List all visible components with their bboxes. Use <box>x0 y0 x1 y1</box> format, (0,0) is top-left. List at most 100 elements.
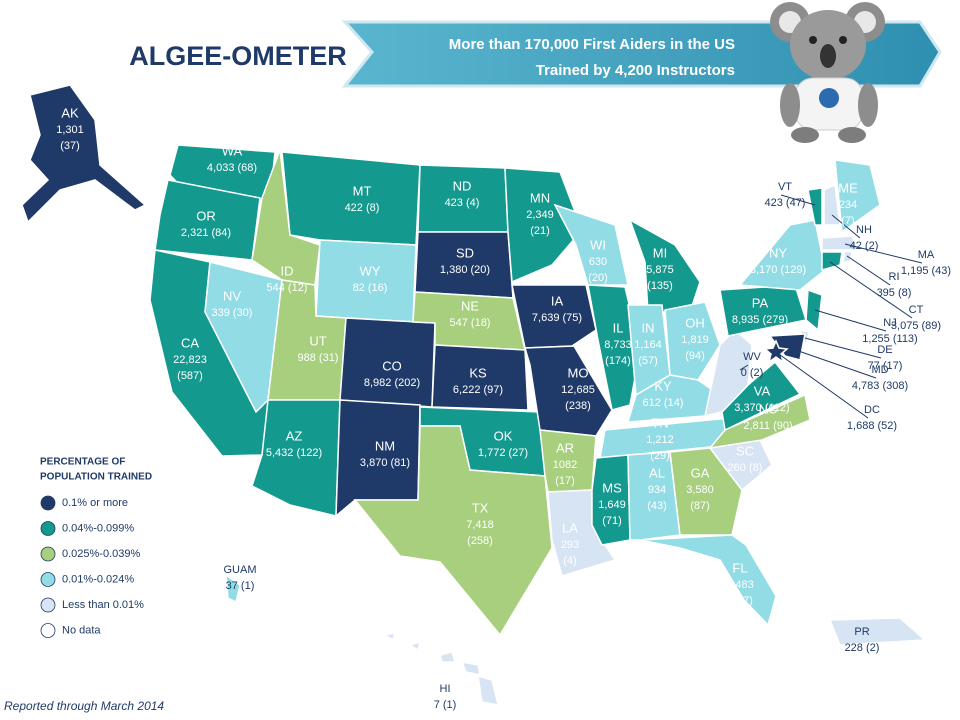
region-count: (21) <box>530 225 550 237</box>
leader-line <box>844 243 923 264</box>
region-name: CT <box>909 304 924 316</box>
region-name: WY <box>360 263 381 278</box>
region-count: 8,733 <box>604 339 632 351</box>
koala-mascot <box>770 2 885 143</box>
region-name: VT <box>778 181 792 193</box>
leader-line <box>831 214 861 239</box>
region-name: WV <box>743 351 761 363</box>
legend-swatch <box>40 572 56 587</box>
region-count: 2,483 <box>726 579 754 591</box>
region-count: 2,321 (84) <box>181 227 231 239</box>
region-shape <box>204 261 283 414</box>
region-shape <box>821 251 843 271</box>
region-name: AR <box>556 440 574 455</box>
region-count: 1,380 (20) <box>440 264 490 276</box>
region-shape <box>763 339 789 364</box>
region-count: 3,075 (89) <box>891 320 941 332</box>
region-name: PA <box>752 295 769 310</box>
region-count: (57) <box>638 355 658 367</box>
region-shape <box>708 393 811 450</box>
leader-line <box>775 351 869 419</box>
region-count: 77 (17) <box>868 360 903 372</box>
legend-swatch <box>40 623 56 638</box>
region-count: 3,580 <box>686 484 714 496</box>
region-name: WA <box>222 143 243 158</box>
legend-swatch <box>40 495 56 511</box>
region-count: 8,982 (202) <box>364 377 420 389</box>
region-shape <box>587 284 641 411</box>
region-count: 5,432 (122) <box>266 447 322 459</box>
region-count: 3,370 (112) <box>734 402 789 414</box>
region-name: OR <box>196 208 216 223</box>
region-name: ME <box>838 180 858 195</box>
region-count: (71) <box>602 515 622 527</box>
region-count: 423 (47) <box>765 197 806 209</box>
region-count: 423 (4) <box>445 197 480 209</box>
region-shape <box>823 183 841 226</box>
region-count: 1,301 <box>56 124 84 136</box>
region-count: 612 (14) <box>643 397 684 409</box>
region-name: DC <box>864 404 880 416</box>
region-shape <box>627 451 681 541</box>
region-name: DE <box>877 344 892 356</box>
region-count: 3,170 (129) <box>750 264 806 276</box>
region-name: MN <box>530 190 550 205</box>
region-name: MI <box>653 245 667 260</box>
region-count: (127) <box>727 595 753 607</box>
region-count: 260 (8) <box>728 462 763 474</box>
region-count: 42 (2) <box>850 240 879 252</box>
region-name: MT <box>353 183 372 198</box>
leader-line <box>814 309 887 332</box>
region-name: WI <box>590 237 606 252</box>
region-count: 37 (1) <box>226 580 255 592</box>
region-name: OK <box>494 428 513 443</box>
region-shape <box>821 235 860 251</box>
region-shape <box>738 219 826 291</box>
legend-label: 0.04%-0.099% <box>62 522 134 534</box>
region-count: 12,685 <box>561 384 595 396</box>
region-count: (174) <box>605 355 631 367</box>
region-count: 1,649 <box>598 499 626 511</box>
region-name: GA <box>691 465 710 480</box>
region-count: (29) <box>650 450 670 462</box>
region-name: AK <box>61 105 79 120</box>
region-count: 934 <box>648 484 666 496</box>
region-count: (7) <box>841 215 854 227</box>
region-shape <box>719 284 807 337</box>
region-name: RI <box>889 271 900 283</box>
legend: PERCENTAGE OF POPULATION TRAINED 0.1% or… <box>40 457 152 638</box>
banner-line: More than 170,000 First Aiders in the US <box>449 36 735 53</box>
region-shape <box>805 288 823 332</box>
legend-title: PERCENTAGE OF <box>40 457 125 468</box>
region-count: 7,418 <box>466 519 494 531</box>
region-count: (94) <box>685 350 705 362</box>
leader-line <box>804 337 882 359</box>
region-count: 2,811 (90) <box>743 420 792 432</box>
leader-line <box>846 255 891 286</box>
region-count: (238) <box>565 400 591 412</box>
regions <box>21 84 927 706</box>
region-name: IN <box>642 320 655 335</box>
region-count: 4,783 (308) <box>852 380 908 392</box>
legend-label: Less than 0.01% <box>62 599 144 611</box>
region-count: (258) <box>467 535 493 547</box>
region-shape <box>383 632 397 642</box>
region-shape <box>439 651 457 663</box>
region-name: HI <box>440 683 451 695</box>
region-name: KS <box>469 365 487 380</box>
region-count: 1082 <box>553 459 577 471</box>
region-name: IA <box>551 293 564 308</box>
region-shape <box>431 344 529 411</box>
leader-line <box>829 261 913 319</box>
region-name: OH <box>685 315 705 330</box>
region-name: SC <box>736 443 754 458</box>
region-count: 7 (1) <box>434 699 457 711</box>
region-count: 547 (18) <box>450 317 491 329</box>
region-shape <box>408 640 422 652</box>
legend-label: 0.025%-0.039% <box>62 548 140 560</box>
region-shape <box>639 534 777 627</box>
region-count: 1,212 <box>646 434 674 446</box>
region-name: NY <box>769 245 787 260</box>
region-count: 339 (30) <box>212 307 253 319</box>
